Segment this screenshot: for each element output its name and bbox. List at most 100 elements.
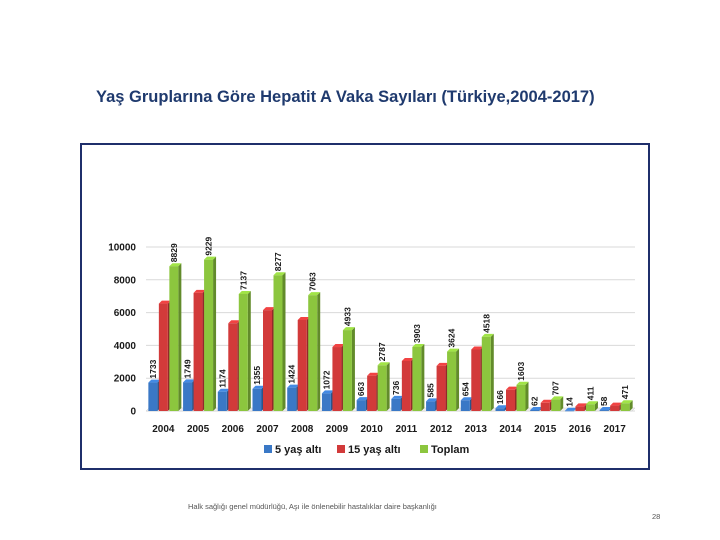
data-label: 1072 [321,370,331,389]
data-label: 4933 [342,307,352,326]
legend-label: 5 yaş altı [275,444,321,456]
data-label: 3903 [412,324,422,343]
data-label: 1749 [183,359,193,378]
data-label: 411 [585,386,595,400]
x-axis-ticks: 2004 2005 2006 2007 2008 2009 2010 2011 2012 2013… [152,424,626,435]
y-tick-label: 2000 [114,374,137,385]
data-label: 736 [391,380,401,394]
bar-15-yaş-altı-2004 [158,300,171,411]
x-tick-label: 2005 [187,424,210,435]
bar-Toplam-2011 [412,343,425,411]
data-label: 3624 [447,328,457,347]
data-label: 1424 [287,364,297,383]
x-tick-label: 2009 [326,424,349,435]
legend-label: Toplam [431,444,470,456]
x-tick-label: 2010 [361,424,384,435]
data-label: 7063 [308,272,318,291]
y-tick-label: 0 [130,407,136,418]
data-label: 654 [460,382,470,396]
data-label: 7137 [238,271,248,290]
bar-15-yaş-altı-2005 [193,289,206,411]
bar-15-yaş-altı-2015 [540,399,553,411]
bar-15-yaş-altı-2012 [436,362,449,411]
data-label: 58 [599,396,609,406]
x-tick-label: 2007 [256,424,279,435]
data-label: 9229 [204,236,214,255]
data-label: 663 [356,382,366,396]
data-label: 62 [530,396,540,406]
bar-5-yaş-altı-2007 [252,385,265,411]
bar-15-yaş-altı-2013 [471,346,484,411]
bar-Toplam-2007 [273,272,286,411]
data-label: 2787 [377,342,387,361]
legend-swatch [420,445,428,453]
x-tick-label: 2014 [499,424,522,435]
y-tick-label: 10000 [108,243,136,254]
legend-label: 15 yaş altı [348,444,401,456]
footer-source: Halk sağlığı genel müdürlüğü, Aşı ile ön… [188,502,437,511]
bar-Toplam-2006 [238,290,251,411]
x-tick-label: 2011 [396,424,418,435]
data-label: 1355 [252,366,262,385]
legend-swatch [264,445,272,453]
data-label: 1174 [217,369,227,388]
bar-Toplam-2010 [377,362,390,411]
bar-Toplam-2017 [620,400,633,411]
bar-Toplam-2015 [551,396,564,411]
bar-15-yaş-altı-2009 [332,344,345,411]
bar-Toplam-2004 [169,263,182,411]
legend-item-Toplam: Toplam [420,444,470,456]
data-label: 14 [564,397,574,407]
bar-15-yaş-altı-2014 [506,386,518,411]
bar-5-yaş-altı-2005 [183,379,196,411]
bar-5-yaş-altı-2008 [287,384,300,411]
legend-item-15-yaş-altı: 15 yaş altı [337,444,401,456]
bar-Toplam-2012 [447,348,460,411]
x-tick-label: 2012 [430,424,453,435]
bar-Toplam-2013 [481,333,494,411]
bar-5-yaş-altı-2006 [217,388,230,411]
bars [148,256,633,412]
bar-Toplam-2008 [308,292,321,411]
bar-5-yaş-altı-2004 [148,379,161,411]
bar-5-yaş-altı-2010 [356,397,369,411]
data-label: 8277 [273,252,283,271]
bar-Toplam-2009 [342,327,355,411]
chart-frame: 0 2000 4000 6000 8000 10000 1733 8829 1749 9229 1… [80,143,650,470]
legend: 5 yaş altı 15 yaş altı Toplam [264,444,470,456]
x-tick-label: 2008 [291,424,314,435]
bar-15-yaş-altı-2011 [401,357,414,411]
data-label: 4518 [481,314,491,333]
x-tick-label: 2013 [465,424,488,435]
x-tick-label: 2004 [152,424,175,435]
x-tick-label: 2016 [569,424,592,435]
bar-5-yaş-altı-2013 [460,397,473,411]
data-label: 1733 [148,359,158,378]
page-number: 28 [652,512,661,521]
data-label: 166 [495,390,505,404]
bar-Toplam-2005 [204,256,217,411]
y-axis-ticks: 0 2000 4000 6000 8000 10000 [108,243,136,418]
x-tick-label: 2017 [604,424,627,435]
slide-title: Yaş Gruplarına Göre Hepatit A Vaka Sayıl… [96,88,595,106]
x-tick-label: 2015 [534,424,557,435]
y-tick-label: 8000 [114,275,137,286]
bar-15-yaş-altı-2017 [610,402,623,411]
bar-15-yaş-altı-2008 [297,316,310,411]
bar-5-yaş-altı-2009 [321,390,334,411]
data-label: 471 [620,385,630,399]
data-label: 707 [551,381,561,395]
bar-Toplam-2016 [585,401,598,411]
bar-15-yaş-altı-2006 [228,320,241,411]
bar-5-yaş-altı-2011 [391,395,404,411]
y-tick-label: 6000 [114,308,137,319]
data-label: 8829 [169,243,179,262]
legend-item-5-yaş-altı: 5 yaş altı [264,444,321,456]
legend-swatch [337,445,345,453]
data-label: 1603 [516,362,526,381]
bar-Toplam-2014 [516,381,529,411]
data-labels: 1733 8829 1749 9229 1174 7137 1355 8277 1424 7063… [148,236,630,406]
data-label: 585 [426,383,436,397]
bar-15-yaş-altı-2010 [367,372,380,411]
